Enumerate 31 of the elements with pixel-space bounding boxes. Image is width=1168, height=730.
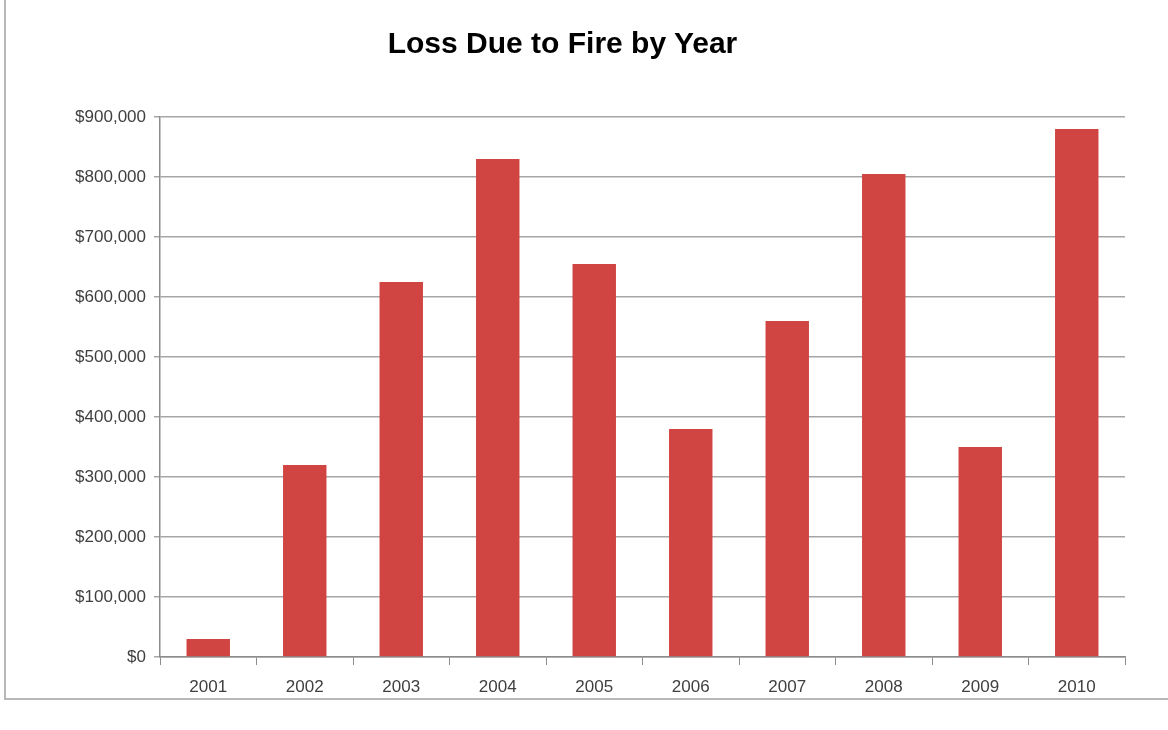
y-tick-label: $200,000 xyxy=(75,526,146,546)
x-tick-label: 2002 xyxy=(285,676,324,696)
y-tick-label: $300,000 xyxy=(75,466,146,486)
y-tick-label: $0 xyxy=(127,646,146,666)
bar xyxy=(765,321,809,657)
x-tick-label: 2005 xyxy=(575,676,614,696)
bar xyxy=(669,429,713,657)
bar xyxy=(572,264,616,657)
chart-title: Loss Due to Fire by Year xyxy=(387,26,738,60)
x-tick-label: 2007 xyxy=(768,676,807,696)
y-tick-label: $700,000 xyxy=(75,226,146,246)
x-tick-label: 2006 xyxy=(671,676,710,696)
bar xyxy=(186,639,230,657)
y-tick-label: $400,000 xyxy=(75,406,146,426)
x-tick-label: 2001 xyxy=(189,676,228,696)
bar xyxy=(379,282,423,657)
y-tick-label: $900,000 xyxy=(75,106,146,126)
y-tick-label: $600,000 xyxy=(75,286,146,306)
bar xyxy=(1055,129,1099,657)
x-tick-label: 2010 xyxy=(1057,676,1096,696)
bar xyxy=(476,159,520,657)
y-tick-label: $500,000 xyxy=(75,346,146,366)
x-tick-label: 2008 xyxy=(864,676,903,696)
x-tick-label: 2004 xyxy=(478,676,517,696)
x-tick-label: 2003 xyxy=(382,676,421,696)
bar xyxy=(862,174,906,657)
bar xyxy=(283,465,327,657)
y-tick-label: $800,000 xyxy=(75,166,146,186)
y-tick-label: $100,000 xyxy=(75,586,146,606)
x-tick-label: 2009 xyxy=(961,676,1000,696)
bar xyxy=(958,447,1002,657)
